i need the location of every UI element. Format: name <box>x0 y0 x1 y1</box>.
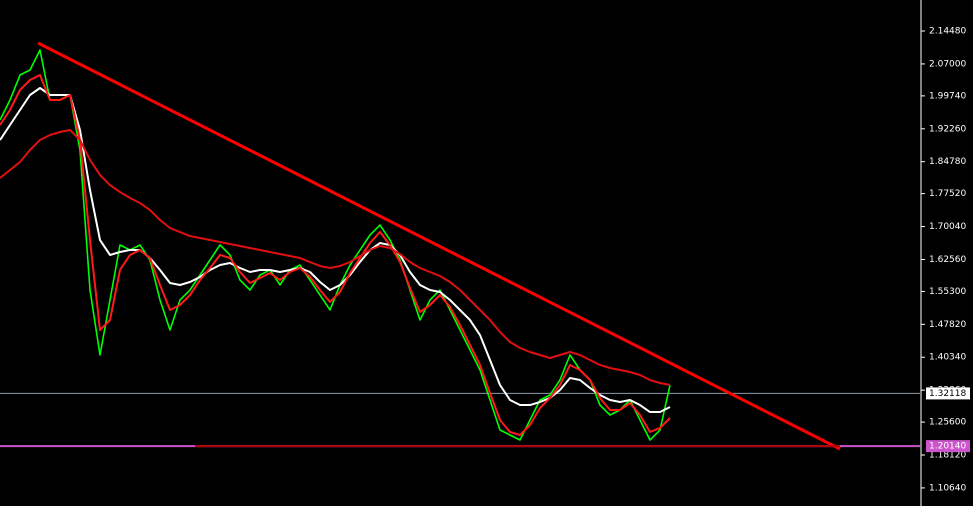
price-line <box>0 74 671 436</box>
price-label: 1.32118 <box>929 389 966 399</box>
y-tick-label: 1.40340 <box>929 353 966 363</box>
y-tick-label: 1.10640 <box>929 483 966 493</box>
y-tick-label: 1.47820 <box>929 320 966 330</box>
y-tick-label: 1.77520 <box>929 189 966 199</box>
y-tick-label: 1.18120 <box>929 451 966 461</box>
trend-line <box>37 41 841 451</box>
price-line <box>0 129 671 386</box>
y-tick-label: 1.84780 <box>929 157 966 167</box>
price-label-box <box>926 440 970 453</box>
y-tick-label: 1.99740 <box>929 91 966 101</box>
y-tick-label: 1.70040 <box>929 222 966 232</box>
y-tick-label: 1.92260 <box>929 124 966 134</box>
y-tick-label: 1.25600 <box>929 418 966 428</box>
y-tick-label: 2.14480 <box>929 27 966 37</box>
price-label: 1.20140 <box>929 442 966 452</box>
y-tick-label: 1.62560 <box>929 255 966 265</box>
price-line <box>0 87 671 414</box>
price-line <box>0 49 671 441</box>
y-tick-label: 2.07000 <box>929 59 966 69</box>
y-tick-label: 1.55300 <box>929 287 966 297</box>
price-label-box <box>926 387 970 400</box>
